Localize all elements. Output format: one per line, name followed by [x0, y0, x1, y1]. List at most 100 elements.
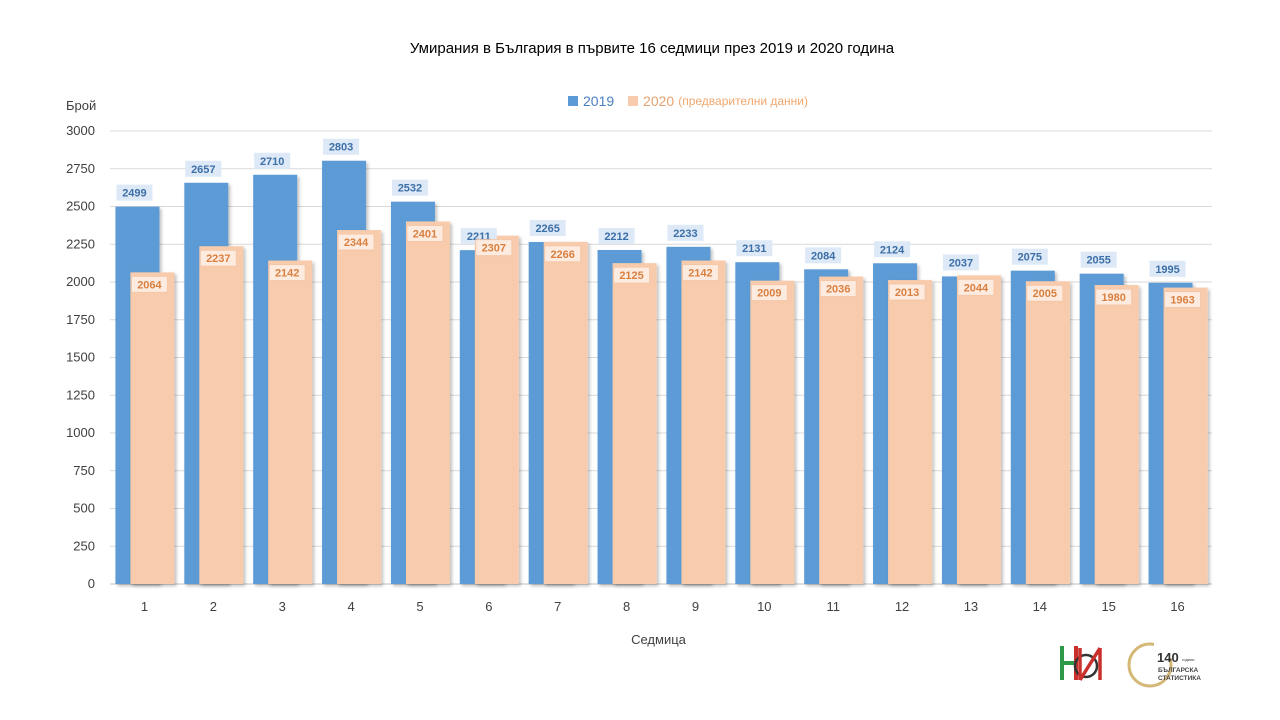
data-label-2019: 2131 [742, 243, 766, 255]
data-label-bg-2019 [805, 247, 842, 264]
x-tick-label: 5 [416, 599, 423, 614]
data-label-2020: 2142 [275, 268, 299, 280]
data-label-2020: 2013 [895, 287, 919, 299]
x-tick-label: 13 [964, 599, 978, 614]
bar-2020 [405, 221, 450, 584]
x-tick-label: 9 [692, 599, 699, 614]
data-label-2019: 2499 [122, 188, 146, 200]
legend-item-2019: 2019 [568, 93, 614, 109]
data-label-bg-2020 [475, 239, 513, 257]
y-tick-label: 2250 [66, 236, 95, 251]
x-tick-label: 7 [554, 599, 561, 614]
data-label-2020: 2237 [206, 253, 230, 265]
legend-label-2020: 2020 [643, 93, 675, 109]
bar-2020 [1163, 287, 1208, 584]
y-tick-label: 1750 [66, 312, 95, 327]
y-tick-label: 1250 [66, 387, 95, 402]
data-label-2019: 2037 [949, 257, 973, 269]
x-tick-label: 10 [757, 599, 771, 614]
data-label-bg-2020 [1164, 291, 1202, 309]
bar-2020 [199, 246, 244, 584]
bar-2020 [130, 272, 175, 584]
data-label-bg-2020 [957, 278, 995, 296]
bar-2020 [1025, 281, 1070, 584]
x-tick-label: 12 [895, 599, 909, 614]
data-label-2020: 2044 [964, 282, 989, 294]
data-label-bg-2019 [185, 160, 222, 177]
data-label-2020: 2266 [550, 249, 574, 261]
x-tick-label: 11 [826, 599, 840, 614]
logos: 140 години БЪЛГАРСКА СТАТИСТИКА [1060, 642, 1201, 688]
bar-2020 [819, 276, 864, 584]
y-tick-label: 1000 [66, 425, 95, 440]
legend-note-2020: (предварителни данни) [678, 94, 809, 108]
data-label-2019: 2084 [811, 250, 836, 262]
data-label-2020: 1980 [1101, 292, 1125, 304]
x-tick-label: 6 [485, 599, 492, 614]
data-label-2019: 2710 [260, 156, 284, 168]
y-tick-label: 750 [73, 463, 95, 478]
y-axis-label: Брой [66, 98, 97, 113]
legend-swatch-2020 [628, 96, 639, 106]
data-label-2019: 2124 [880, 244, 905, 256]
data-label-2020: 2401 [413, 228, 437, 240]
data-label-bg-2020 [750, 284, 788, 302]
data-label-bg-2019 [874, 241, 911, 258]
data-label-bg-2020 [544, 245, 582, 263]
data-label-2019: 2075 [1018, 252, 1042, 264]
data-label-bg-2020 [406, 224, 444, 242]
data-label-bg-2020 [199, 249, 237, 267]
y-tick-label: 2500 [66, 199, 95, 214]
data-label-2019: 2532 [398, 183, 422, 195]
bar-2020 [681, 260, 726, 584]
bar-2020 [268, 260, 313, 584]
data-label-2020: 2036 [826, 284, 850, 296]
anniversary-line2: СТАТИСТИКА [1158, 675, 1201, 682]
data-label-bg-2020 [130, 275, 168, 293]
data-label-bg-2019 [1149, 260, 1186, 277]
chart-title: Умирания в България в първите 16 седмици… [409, 40, 895, 57]
bar-2020 [1094, 285, 1139, 584]
y-tick-label: 2750 [66, 161, 95, 176]
data-label-bg-2019 [1080, 251, 1117, 268]
data-label-2019: 2265 [535, 223, 559, 235]
data-label-bg-2019 [116, 184, 153, 201]
y-tick-label: 1500 [66, 350, 95, 365]
x-tick-label: 4 [347, 599, 354, 614]
x-axis-label: Седмица [631, 632, 686, 647]
anniversary-word: години [1182, 657, 1195, 662]
data-label-bg-2019 [323, 138, 360, 155]
data-label-2020: 1963 [1170, 295, 1194, 307]
x-tick-label: 14 [1033, 599, 1047, 614]
data-label-2020: 2344 [344, 237, 369, 249]
bar-2020 [888, 280, 933, 584]
data-label-bg-2019 [254, 152, 291, 169]
anniversary-number: 140 [1157, 650, 1179, 665]
bar-2020 [612, 263, 657, 584]
y-tick-label: 500 [73, 501, 95, 516]
bar-2020 [337, 230, 382, 584]
y-tick-label: 3000 [66, 123, 95, 138]
bar-2020 [956, 275, 1001, 584]
data-label-bg-2020 [681, 264, 719, 282]
data-label-bg-2020 [1095, 288, 1133, 306]
data-label-bg-2020 [337, 233, 375, 251]
y-tick-label: 0 [88, 576, 95, 591]
x-tick-label: 8 [623, 599, 630, 614]
data-label-bg-2019 [391, 179, 428, 196]
data-label-2019: 2803 [329, 142, 353, 154]
data-label-2020: 2005 [1033, 288, 1057, 300]
x-tick-label: 3 [279, 599, 286, 614]
legend-label-2019: 2019 [583, 93, 615, 109]
data-label-bg-2020 [819, 280, 857, 298]
data-label-bg-2019 [736, 240, 773, 257]
data-label-bg-2019 [598, 227, 635, 244]
nsi-logo [1060, 646, 1102, 681]
data-label-2020: 2009 [757, 288, 781, 300]
data-label-bg-2019 [942, 254, 979, 271]
data-label-2020: 2125 [619, 270, 643, 282]
data-label-2019: 2657 [191, 164, 215, 176]
legend: 2019 2020 (предварителни данни) [568, 93, 818, 109]
data-label-bg-2020 [888, 283, 926, 301]
